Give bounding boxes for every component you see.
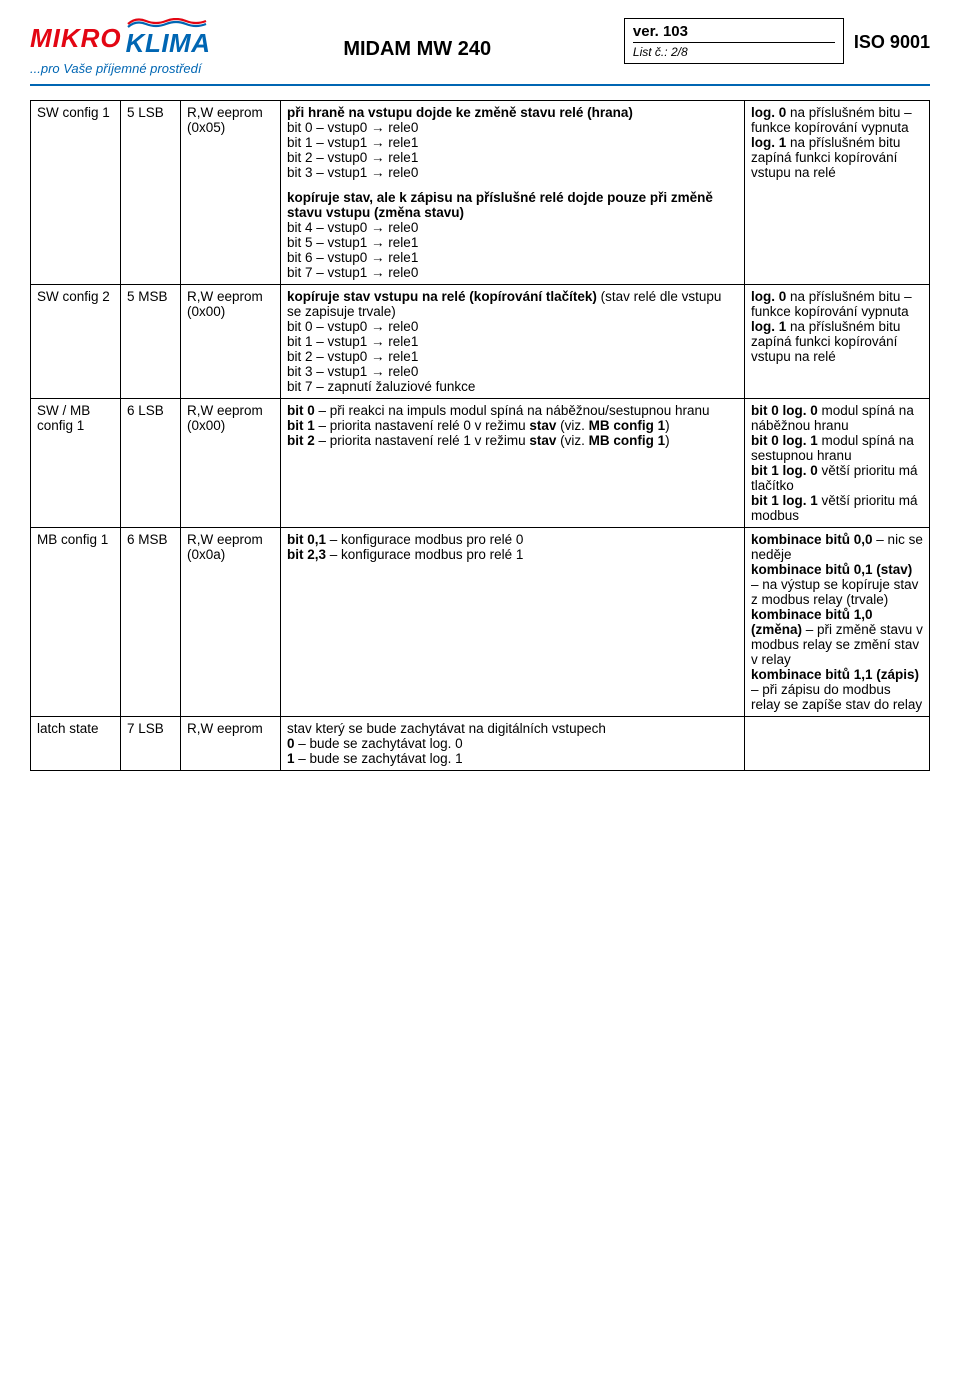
logo-main: MIKRO KLIMA <box>30 18 211 59</box>
cell-note: bit 0 log. 0 modul spíná na náběžnou hra… <box>745 399 930 528</box>
logo-mikro-text: MIKRO <box>30 23 122 54</box>
page-header: MIKRO KLIMA ...pro Vaše příjemné prostře… <box>30 18 930 86</box>
config-table: SW config 1 5 LSB R,W eeprom(0x05) při h… <box>30 100 930 771</box>
cell-desc: kopíruje stav vstupu na relé (kopírování… <box>281 285 745 399</box>
table-row: SW config 1 5 LSB R,W eeprom(0x05) při h… <box>31 101 930 285</box>
header-right: ver. 103 List č.: 2/8 ISO 9001 <box>624 18 930 64</box>
cell-note: kombinace bitů 0,0 – nic se nedějekombin… <box>745 528 930 717</box>
logo-klima-wrap: KLIMA <box>126 18 211 59</box>
cell-desc: bit 0 – při reakci na impuls modul spíná… <box>281 399 745 528</box>
cell-reg: 5 LSB <box>121 101 181 285</box>
cell-name: SW config 1 <box>31 101 121 285</box>
cell-desc: stav který se bude zachytávat na digitál… <box>281 717 745 771</box>
logo-tagline: ...pro Vaše příjemné prostředí <box>30 61 211 76</box>
table-row: MB config 1 6 MSB R,W eeprom(0x0a) bit 0… <box>31 528 930 717</box>
cell-access: R,W eeprom(0x0a) <box>181 528 281 717</box>
cell-access: R,W eeprom(0x00) <box>181 399 281 528</box>
cell-reg: 6 MSB <box>121 528 181 717</box>
cell-access: R,W eeprom <box>181 717 281 771</box>
document-title: MIDAM MW 240 <box>343 38 491 61</box>
cell-desc: bit 0,1 – konfigurace modbus pro relé 0b… <box>281 528 745 717</box>
list-label: List č.: <box>633 45 671 59</box>
cell-name: latch state <box>31 717 121 771</box>
cell-reg: 7 LSB <box>121 717 181 771</box>
table-row: SW config 2 5 MSB R,W eeprom(0x00) kopír… <box>31 285 930 399</box>
table-row: SW / MB config 1 6 LSB R,W eeprom(0x00) … <box>31 399 930 528</box>
iso-text: ISO 9001 <box>854 32 930 53</box>
list-text: List č.: 2/8 <box>633 45 835 59</box>
logo-block: MIKRO KLIMA ...pro Vaše příjemné prostře… <box>30 18 211 76</box>
cell-name: SW / MB config 1 <box>31 399 121 528</box>
table-row: latch state 7 LSB R,W eeprom stav který … <box>31 717 930 771</box>
cell-reg: 5 MSB <box>121 285 181 399</box>
cell-access: R,W eeprom(0x00) <box>181 285 281 399</box>
table-body: SW config 1 5 LSB R,W eeprom(0x05) při h… <box>31 101 930 771</box>
cell-name: SW config 2 <box>31 285 121 399</box>
version-box: ver. 103 List č.: 2/8 <box>624 18 844 64</box>
cell-access: R,W eeprom(0x05) <box>181 101 281 285</box>
cell-note: log. 0 na příslušném bitu – funkce kopír… <box>745 285 930 399</box>
cell-reg: 6 LSB <box>121 399 181 528</box>
list-value: 2/8 <box>671 45 688 59</box>
cell-desc: při hraně na vstupu dojde ke změně stavu… <box>281 101 745 285</box>
cell-note <box>745 717 930 771</box>
cell-name: MB config 1 <box>31 528 121 717</box>
cell-note: log. 0 na příslušném bitu – funkce kopír… <box>745 101 930 285</box>
logo-klima-text: KLIMA <box>126 28 211 59</box>
version-text: ver. 103 <box>633 23 835 43</box>
